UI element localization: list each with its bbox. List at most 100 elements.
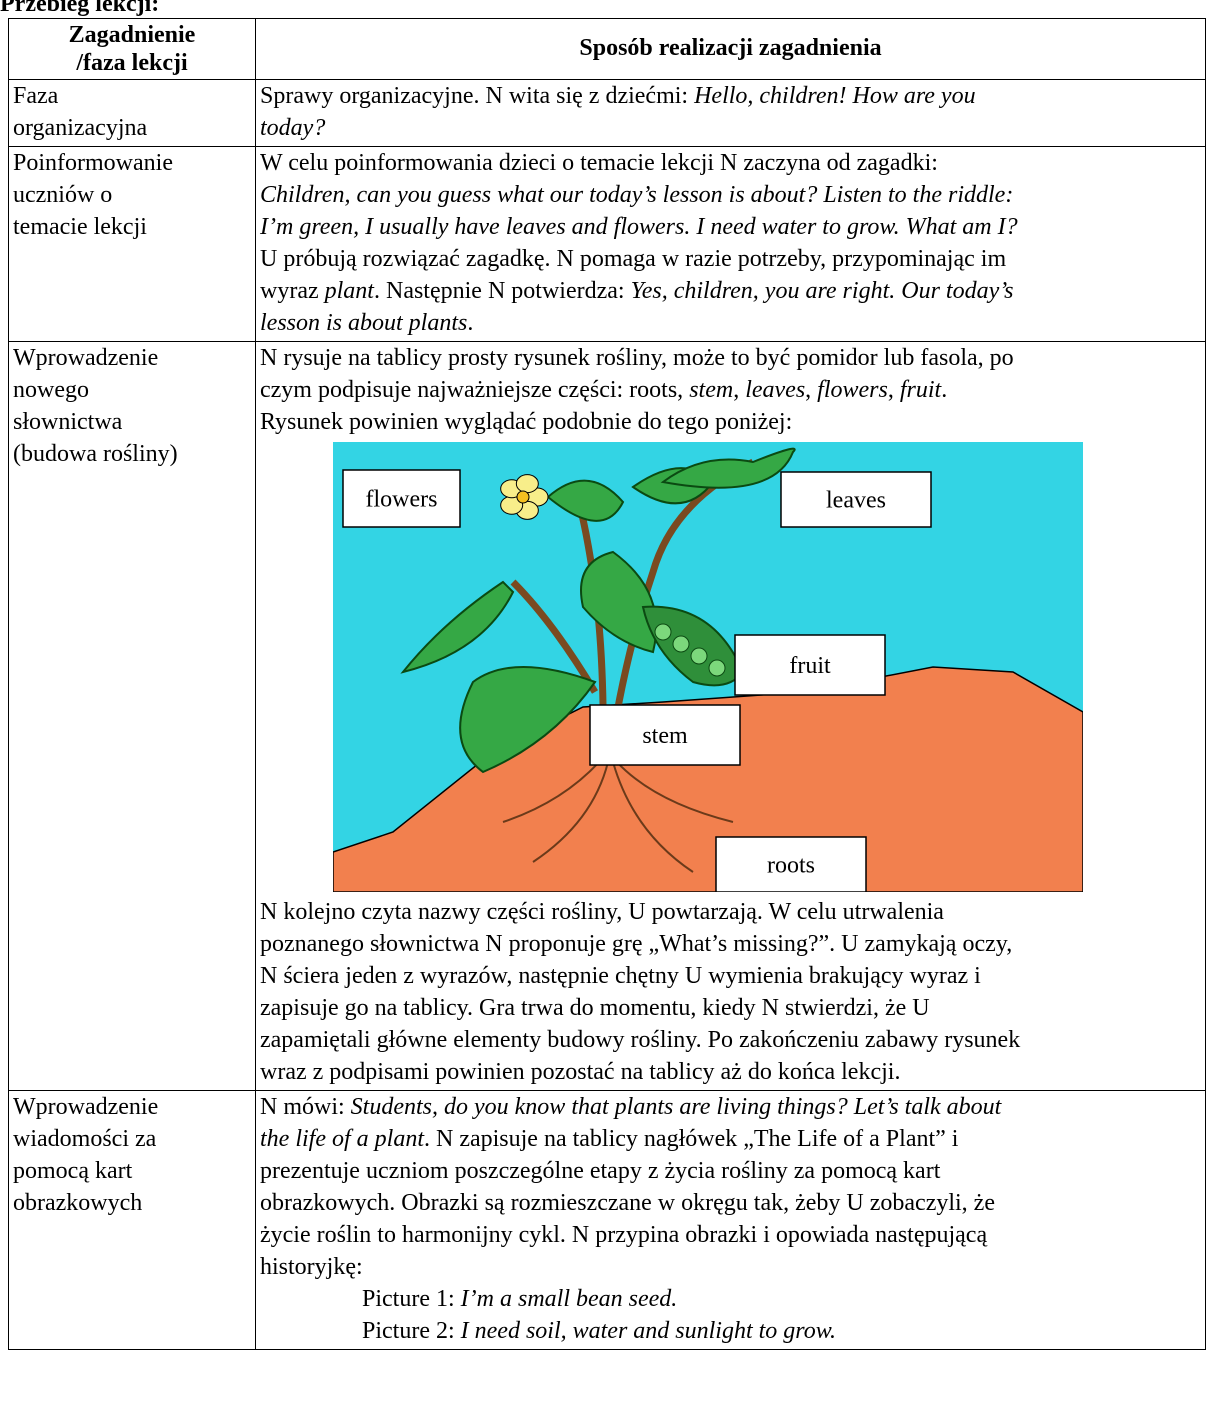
description-cell: Sprawy organizacyjne. N wita się z dzieć… [255,79,1206,147]
text-run: czym podpisuje najważniejsze części: roo… [260,377,690,403]
text-line: zapamiętali główne elementy budowy rośli… [260,1024,1201,1056]
text-run: . [941,377,948,403]
label-box [734,634,886,696]
text-run: Students, do you know that plants are li… [350,1094,1002,1120]
text-run: Sprawy organizacyjne. N wita się z dzieć… [260,83,695,109]
text-run: Rysunek powinien wyglądać podobnie do te… [260,409,793,435]
text-line: Children, can you guess what our today’s… [260,179,1201,211]
text-line: the life of a plant. N zapisuje na tabli… [260,1123,1201,1155]
paragraph: Sprawy organizacyjne. N wita się z dzieć… [260,81,1201,145]
text-run: . N zapisuje na tablicy nagłówek „The Li… [423,1126,959,1152]
text-line: Picture 1: I’m a small bean seed. [260,1283,1201,1315]
header-line: /faza lekcji [76,50,188,76]
text-line: Wprowadzenie [13,1094,159,1120]
text-line: zapisuje go na tablicy. Gra trwa do mome… [260,992,1201,1024]
figure-label: roots [767,853,815,879]
label-box [589,704,741,766]
text-run: N ściera jeden z wyrazów, następnie chęt… [260,963,981,989]
leaf [580,550,658,654]
text-line: I’m green, I usually have leaves and flo… [260,211,1201,243]
lesson-table: Zagadnienie/faza lekcji Sposób realizacj… [8,18,1206,1350]
text-line: historyjkę: [260,1251,1201,1283]
flower-center [516,490,530,504]
description-cell: N rysuje na tablicy prosty rysunek rośli… [255,341,1206,1091]
text-run: plant [324,278,374,304]
text-run: życie roślin to harmonijny cykl. N przyp… [260,1222,988,1248]
text-line: Poinformowanie [13,150,173,176]
text-line: N rysuje na tablicy prosty rysunek rośli… [260,343,1201,375]
phase-cell: Wprowadzenie wiadomości za pomocą kart obra… [8,1090,256,1350]
text-line: (budowa rośliny) [13,441,178,467]
root [612,761,694,873]
paragraph: N mówi: Students, do you know that plant… [260,1092,1201,1284]
header-line: Zagadnienie [68,22,196,48]
text-line: N kolejno czyta nazwy części rośliny, U … [260,896,1201,928]
text-run: poznanego słownictwa N proponuje grę „Wh… [260,931,1013,957]
text-line: temacie lekcji [13,214,147,240]
petal [515,474,539,494]
paragraph: N kolejno czyta nazwy części rośliny, U … [260,896,1201,1088]
text-run: U próbują rozwiązać zagadkę. N pomaga w … [260,246,1007,272]
text-run: Picture 2: [362,1318,461,1344]
text-line: wraz z podpisami powinien pozostać na ta… [260,1056,1201,1088]
figure-label: fruit [789,653,831,679]
pea [672,635,690,653]
text-run: Children, can you guess what our today’s… [260,182,1014,208]
description-cell: W celu poinformowania dzieci o temacie l… [255,146,1206,342]
header-cell: Zagadnienie/faza lekcji [8,18,256,80]
text-line: prezentuje uczniom poszczególne etapy z … [260,1155,1201,1187]
section-title: Przebieg lekcji: [0,0,160,17]
text-line: lesson is about plants. [260,307,1201,339]
table-row: Wprowadzenie wiadomości za pomocą kart obra… [8,1090,1206,1350]
figure-label: flowers [366,487,438,513]
text-run: lesson is about plants [260,310,468,336]
text-line: słownictwa [13,409,123,435]
header-row: Zagadnienie/faza lekcji Sposób realizacj… [8,18,1206,80]
text-run: stem [689,377,734,403]
text-run: Hello, children! How are you [694,83,976,109]
text-line: obrazkowych. Obrazki są rozmieszczane w … [260,1187,1201,1219]
label-box [342,469,461,528]
text-run: N rysuje na tablicy prosty rysunek rośli… [260,345,1014,371]
header-cell: Sposób realizacji zagadnienia [255,18,1206,80]
text-run: N mówi: [260,1094,351,1120]
root [502,759,602,823]
description-cell: N mówi: Students, do you know that plant… [255,1090,1206,1350]
figure-label: leaves [826,488,886,514]
plant-figure: flowers leaves fruit stem roots [333,442,1083,892]
text-run: fruit [899,377,942,403]
text-run: the life of a plant [260,1126,424,1152]
text-run: Yes, children, you are right. Our today’… [630,278,1014,304]
text-line: wyraz plant. Następnie N potwierdza: Yes… [260,275,1201,307]
label-box [780,471,932,528]
text-run: flowers [817,377,888,403]
text-line: Faza [13,83,59,109]
text-run: . [467,310,474,336]
label-box [715,836,867,892]
text-run: zapamiętali główne elementy budowy rośli… [260,1027,1021,1053]
text-line: wiadomości za [13,1126,157,1152]
list: Picture 1: I’m a small bean seed. Picture… [260,1283,1201,1347]
text-line: W celu poinformowania dzieci o temacie l… [260,148,1201,180]
text-line: pomocą kart [13,1158,133,1184]
text-run: wraz z podpisami powinien pozostać na ta… [260,1059,901,1085]
text-run: N kolejno czyta nazwy części rośliny, U … [260,899,944,925]
text-run: leaves [745,377,806,403]
table-row: Faza organizacyjna Sprawy organizacyjne. N… [8,79,1206,147]
phase-cell: Poinformowanie uczniów o temacie lekcji [8,146,256,342]
text-run: obrazkowych. Obrazki są rozmieszczane w … [260,1190,995,1216]
root [532,761,609,863]
table-row: Wprowadzenie nowego słownictwa (budowa rośl… [8,341,1206,1091]
text-run: . Następnie N potwierdza: [373,278,631,304]
text-run: , [887,377,900,403]
text-run: today? [260,115,326,141]
text-run: prezentuje uczniom poszczególne etapy z … [260,1158,941,1184]
text-run: , [805,377,818,403]
leaf [459,666,597,774]
pea [690,647,708,665]
root [614,759,734,823]
text-line: Wprowadzenie [13,345,159,371]
pea [708,659,726,677]
